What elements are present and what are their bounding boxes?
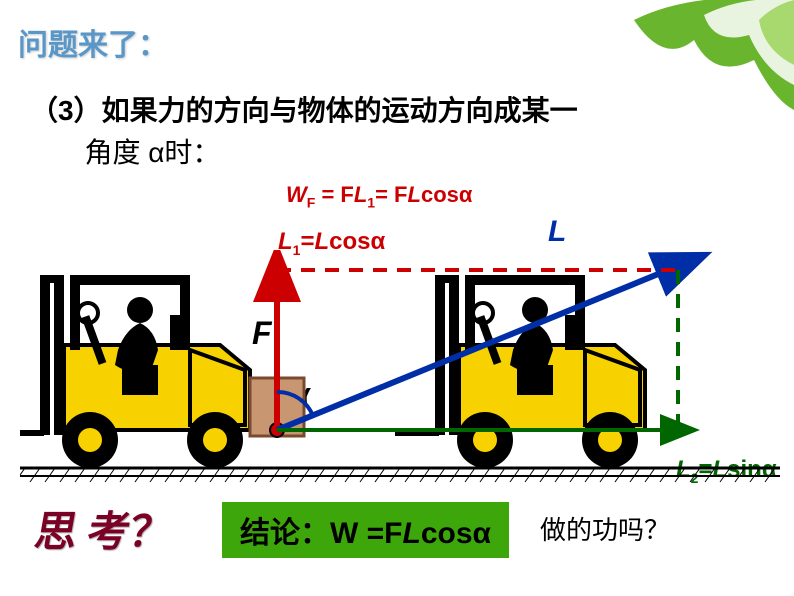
conclusion-text: 结论：W =FLcosα [240,517,491,550]
formula-work: WF = FL1= FLcosα [286,182,472,210]
forklift-2 [395,275,645,468]
physics-diagram [20,250,780,500]
q3-line1: （3）如果力的方向与物体的运动方向成某一 [30,95,578,126]
think-label: 思 考？ [31,498,178,559]
forklift-1 [20,275,250,468]
section-title: 问题来了： [18,20,168,64]
conclusion-box: 结论：W =FLcosα [222,502,509,558]
q3-line2: 角度 α时： [84,137,220,168]
trailing-question: 做的功吗？ [540,510,670,547]
question-3-text: （3）如果力的方向与物体的运动方向成某一 角度 α时： [30,90,578,174]
label-L: L [548,215,566,249]
corner-leaf-decoration [614,0,794,130]
